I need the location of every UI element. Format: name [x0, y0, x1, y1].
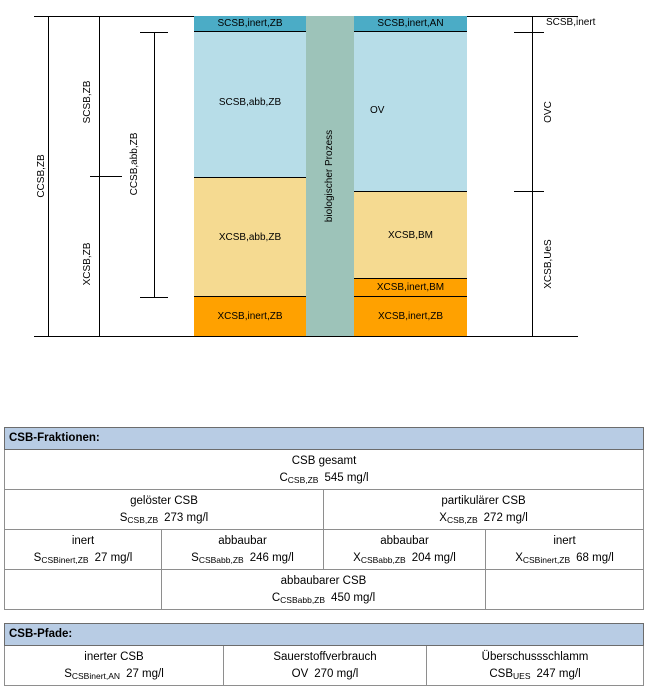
label-scsb-zb: SCSB,ZB [82, 80, 93, 124]
process-label: biologischer Prozess [324, 129, 335, 223]
cell-s-inert: inert SCSBinert,ZB 27 mg/l [4, 529, 162, 570]
bracket-ccsb-abb-zb [154, 32, 155, 297]
sub: CSBinert,ZB [522, 554, 571, 565]
sub: CSB,ZB [127, 514, 159, 525]
sub: CSBabb,ZB [360, 554, 406, 565]
sub: CSBabb,ZB [198, 554, 244, 565]
label-abbaubar: abbaubar [218, 534, 267, 547]
value: 204 mg/l [411, 551, 456, 564]
cell-ueberschussschlamm: Überschussschlamm CSBUES 247 mg/l [425, 645, 645, 686]
value: 450 mg/l [331, 591, 376, 604]
bottom-line [34, 336, 578, 337]
sym: CSB [489, 667, 514, 680]
bracket-ccsb-zb [48, 16, 49, 336]
block-s-inert-an: SCSB,inert,AN [354, 16, 467, 32]
label-inerter-csb: inerter CSB [84, 650, 144, 663]
sym: X [353, 551, 361, 564]
label-inert: inert [553, 534, 576, 547]
label-xcsb-ues: XCSB,UeS [543, 239, 554, 289]
cell-partikulaerer-csb: partikulärer CSB XCSB,ZB 272 mg/l [322, 489, 645, 530]
cell-s-abbaubar: abbaubar SCSBabb,ZB 246 mg/l [161, 529, 324, 570]
sub: UES [513, 670, 531, 681]
tick-abb-bottom [140, 297, 168, 298]
cell-x-inert: inert XCSBinert,ZB 68 mg/l [484, 529, 645, 570]
tick-right-2 [514, 191, 544, 192]
label-ccsb-abb-zb: CCSB,abb,ZB [129, 132, 140, 196]
label-xcsb-zb: XCSB,ZB [82, 242, 93, 286]
cell-csb-gesamt: CSB gesamt CCSB,ZB 545 mg/l [3, 449, 645, 490]
pfade-title: CSB-Pfade: [3, 623, 645, 646]
label-ccsb-zb: CCSB,ZB [36, 154, 47, 198]
tick-scsb-xcsb [90, 176, 122, 177]
label-abbaubarer-csb: abbaubarer CSB [280, 574, 367, 587]
label-sauerstoffverbrauch: Sauerstoffverbrauch [273, 650, 377, 663]
pfade-table: CSB-Pfade: inerter CSB SCSBinert,AN 27 mg… [3, 623, 645, 686]
value: 27 mg/l [94, 551, 133, 564]
bracket-right [532, 16, 533, 336]
block-x-abb-zb: XCSB,abb,ZB [194, 177, 306, 297]
block-ov: OV [354, 32, 467, 191]
cell-empty-left [4, 569, 162, 610]
sym: S [119, 511, 128, 524]
value: 270 mg/l [314, 667, 359, 680]
block-x-bm: XCSB,BM [354, 191, 467, 278]
sub: CSBinert,AN [71, 670, 121, 681]
value: 273 mg/l [164, 511, 209, 524]
block-s-abb-zb: SCSB,abb,ZB [194, 32, 306, 177]
cell-x-abbaubar: abbaubar XCSBabb,ZB 204 mg/l [323, 529, 486, 570]
value: 246 mg/l [249, 551, 294, 564]
label-ovc: OVC [543, 101, 554, 123]
cell-geloester-csb: gelöster CSB SCSB,ZB 273 mg/l [4, 489, 324, 530]
label-scsb-inert: SCSB,inert [546, 17, 596, 28]
value: 272 mg/l [483, 511, 528, 524]
cell-abbaubarer-csb: abbaubarer CSB CCSBabb,ZB 450 mg/l [161, 569, 486, 610]
cell-sauerstoffverbrauch: Sauerstoffverbrauch OV 270 mg/l [223, 645, 427, 686]
sub: CSB,ZB [446, 514, 478, 525]
label-inert: inert [71, 534, 95, 547]
value: 27 mg/l [126, 667, 164, 680]
sym: S [33, 551, 42, 564]
sub: CSBabb,ZB [280, 594, 326, 605]
fraktionen-title: CSB-Fraktionen: [3, 427, 645, 450]
value: 545 mg/l [324, 471, 369, 484]
sub: CSB,ZB [287, 474, 319, 485]
block-x-inert-bm: XCSB,inert,BM [354, 278, 467, 297]
sub: CSBinert,ZB [41, 554, 89, 565]
label-partikulaerer-csb: partikulärer CSB [441, 494, 526, 507]
process-bar [306, 16, 354, 336]
label-ueberschussschlamm: Überschussschlamm [481, 650, 589, 663]
block-s-inert-zb: SCSB,inert,ZB [194, 16, 306, 32]
sym: S [191, 551, 199, 564]
tick-right-1 [514, 32, 544, 33]
sym: X [515, 551, 523, 564]
sym: X [439, 511, 447, 524]
tick-abb-top [140, 32, 168, 33]
fraktionen-table: CSB-Fraktionen: CSB gesamt CCSB,ZB 545 mg… [3, 427, 645, 610]
label-geloester-csb: gelöster CSB [130, 494, 198, 507]
label-abbaubar: abbaubar [380, 534, 429, 547]
cell-empty-right [484, 569, 645, 610]
value: 68 mg/l [576, 551, 614, 564]
sym: C [279, 471, 288, 484]
sym: S [64, 667, 72, 680]
cell-inerter-csb: inerter CSB SCSBinert,AN 27 mg/l [4, 645, 224, 686]
block-x-inert-zb: XCSB,inert,ZB [194, 297, 306, 336]
sym: OV [291, 667, 309, 680]
value: 247 mg/l [536, 667, 581, 680]
sym: C [271, 591, 281, 604]
label-csb-gesamt: CSB gesamt [291, 454, 357, 467]
block-x-inert-zb-out: XCSB,inert,ZB [354, 297, 467, 336]
